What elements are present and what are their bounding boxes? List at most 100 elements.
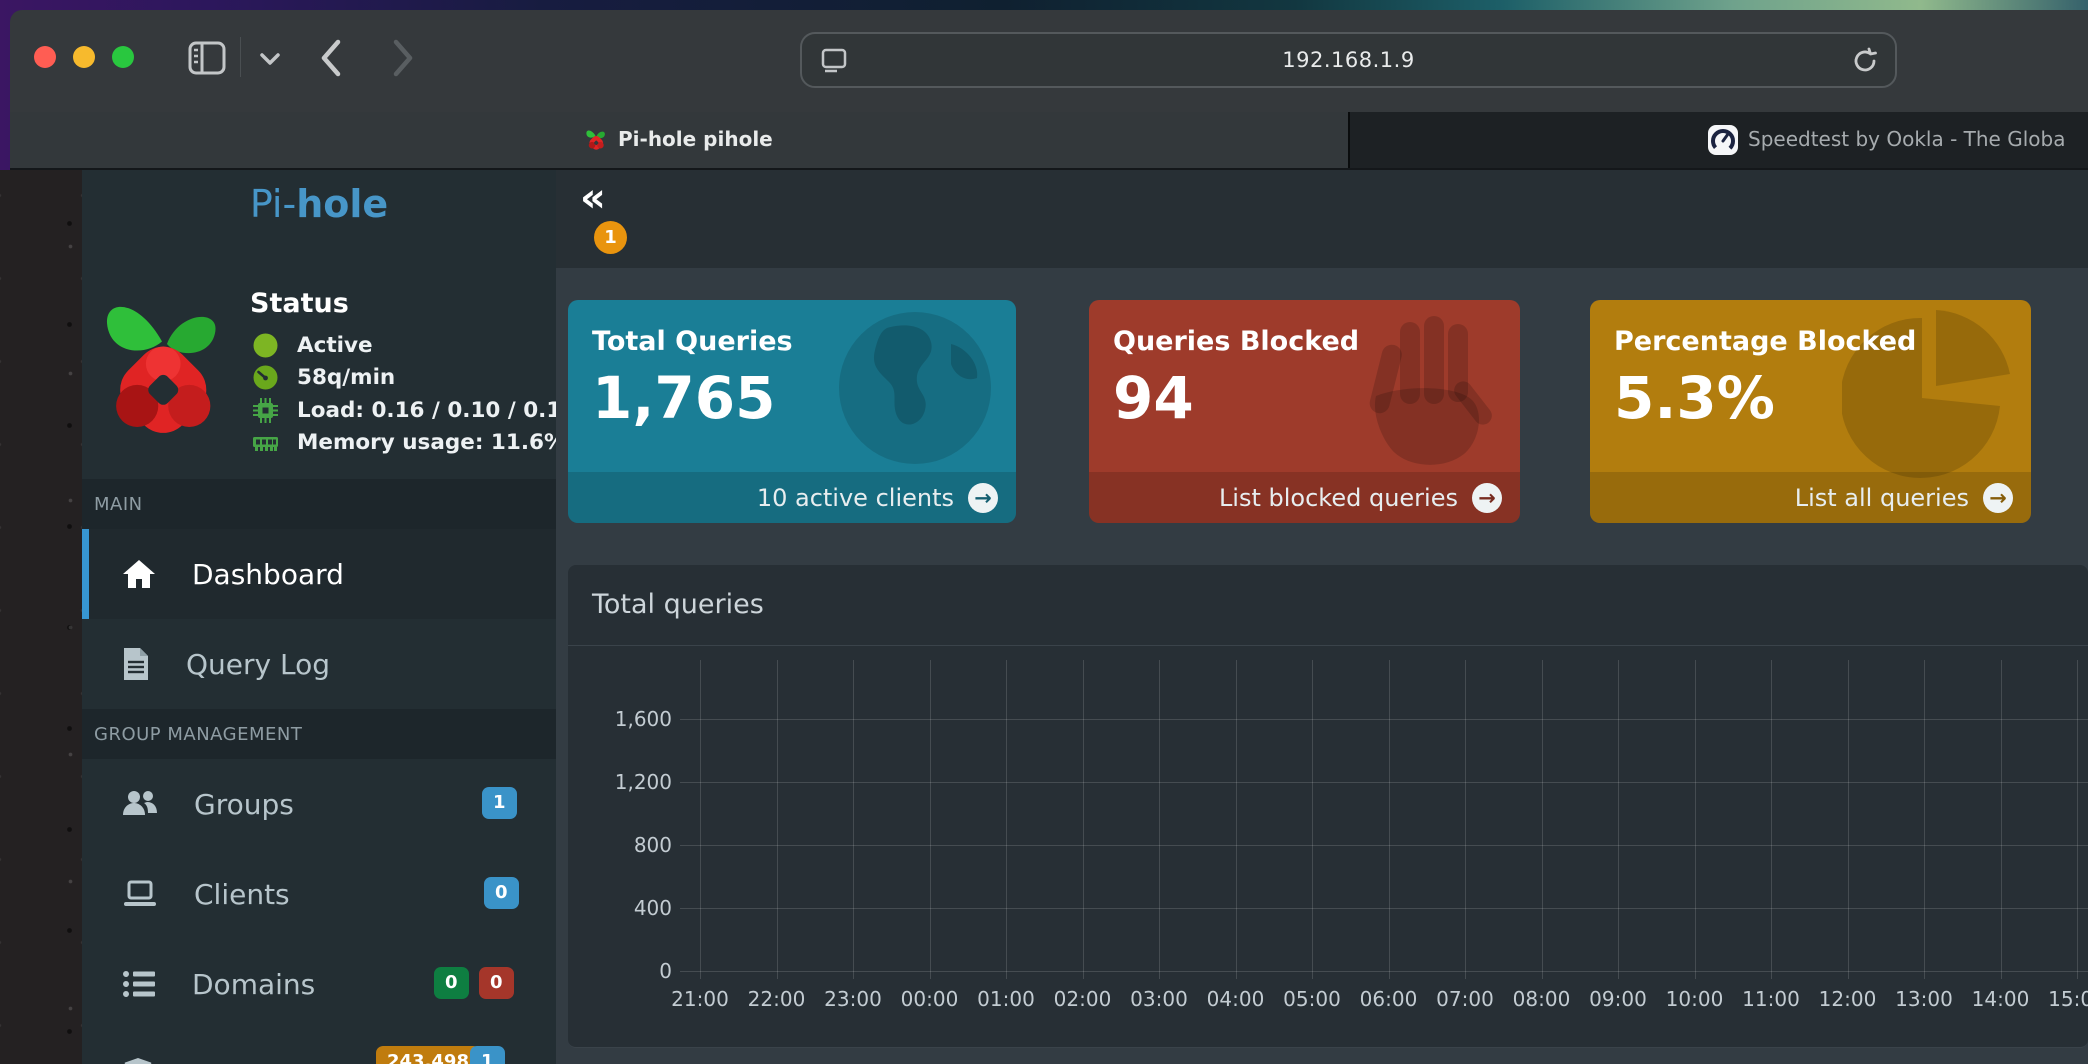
total-queries-card: Total Queries 1,765 10 active clients → xyxy=(568,300,1016,523)
forward-button[interactable] xyxy=(388,36,418,80)
home-icon xyxy=(123,560,155,588)
grid-line-vertical xyxy=(1388,660,1390,979)
x-axis-tick-label: 02:00 xyxy=(1053,987,1112,1011)
x-axis-tick-label: 07:00 xyxy=(1436,987,1494,1011)
arrow-circle-icon: → xyxy=(1472,482,1502,513)
sidebar-item-groups[interactable]: Groups xyxy=(82,759,556,849)
grid-line-vertical xyxy=(1541,660,1543,979)
grid-line-vertical xyxy=(1694,660,1696,979)
tab-speedtest[interactable]: Speedtest by Ookla - The Globa xyxy=(1348,112,2088,168)
grid-line-horizontal xyxy=(680,908,2088,909)
chart-plot[interactable]: 0 400 800 1,200 1,600 21:00 22:00 23:00 00:00 01:… xyxy=(568,565,2088,1047)
speedtest-gauge-icon xyxy=(1708,125,1738,155)
active-clients-link[interactable]: 10 active clients → xyxy=(568,472,1016,523)
sidebar-section-group-management: GROUP MANAGEMENT xyxy=(82,709,556,759)
x-axis-tick-label: 11:00 xyxy=(1742,987,1800,1011)
tab-title[interactable]: Pi-hole pihole xyxy=(618,127,773,151)
grid-line-vertical xyxy=(1159,660,1160,979)
y-axis-tick-label: 800 xyxy=(633,833,672,857)
y-axis-tick-label: 1,200 xyxy=(614,770,672,794)
tab-title[interactable]: Speedtest by Ookla - The Globa xyxy=(1748,127,2066,151)
grid-line-horizontal xyxy=(680,782,2088,783)
close-window-button[interactable] xyxy=(34,46,56,68)
grid-line-vertical xyxy=(1082,660,1084,979)
grid-line-horizontal xyxy=(680,845,2088,846)
cpu-icon xyxy=(253,397,278,423)
logo-suffix: hole xyxy=(296,182,389,226)
status-label: Memory usage: 11.6% xyxy=(297,429,566,455)
sidebar-item-domains[interactable]: Domains xyxy=(82,939,556,1029)
domains-allow-badge: 0 xyxy=(434,967,469,999)
fullscreen-window-button[interactable] xyxy=(112,46,134,68)
list-all-queries-link[interactable]: List all queries → xyxy=(1590,472,2031,523)
clients-count-badge: 0 xyxy=(484,877,519,909)
status-row-load: Load: 0.16 / 0.10 / 0.11 xyxy=(252,395,576,425)
grid-line-vertical xyxy=(1618,660,1619,979)
groups-count-badge: 1 xyxy=(482,787,517,819)
tab-bar: Speedtest by Ookla - The Globa Pi-hole p… xyxy=(10,112,2088,168)
grid-line-horizontal xyxy=(680,971,2088,972)
tab-bar-border xyxy=(10,168,2088,170)
reload-icon[interactable] xyxy=(1851,47,1879,75)
x-axis-tick-label: 04:00 xyxy=(1206,987,1265,1011)
file-icon xyxy=(124,648,148,680)
grid-line-vertical xyxy=(1235,660,1237,979)
grid-line-vertical xyxy=(853,660,854,979)
status-label: Load: 0.16 / 0.10 / 0.11 xyxy=(297,397,577,423)
x-axis-tick-label: 23:00 xyxy=(824,987,882,1011)
notification-badge[interactable]: 1 xyxy=(594,221,627,254)
sidebar-toggle-icon[interactable] xyxy=(186,39,228,77)
grid-line-vertical xyxy=(1006,660,1007,979)
status-label: 58q/min xyxy=(297,364,396,390)
x-axis-tick-label: 22:00 xyxy=(747,987,806,1011)
section-label: GROUP MANAGEMENT xyxy=(94,723,303,745)
x-axis-tick-label: 21:00 xyxy=(671,987,729,1011)
minimize-window-button[interactable] xyxy=(73,46,95,68)
sidebar-item-query-log[interactable]: Query Log xyxy=(82,619,556,709)
y-axis-tick-label: 400 xyxy=(633,896,672,920)
status-label: Active xyxy=(297,332,373,358)
lists-count-badge: 1 xyxy=(470,1046,505,1064)
sidebar-item-dashboard[interactable]: Dashboard xyxy=(82,529,556,619)
sidebar-collapse-button[interactable]: « xyxy=(580,175,606,221)
card-title: Queries Blocked xyxy=(1113,326,1360,357)
sidebar-section-main: MAIN xyxy=(82,479,556,529)
chevron-down-icon[interactable] xyxy=(258,51,282,67)
pihole-logo: Pi-hole xyxy=(82,182,556,226)
grid-line-vertical xyxy=(2000,660,2002,979)
address-bar[interactable]: 192.168.1.9 xyxy=(800,32,1897,88)
x-axis-tick-label: 03:00 xyxy=(1130,987,1188,1011)
users-icon xyxy=(123,791,157,815)
card-title: Percentage Blocked xyxy=(1614,326,1917,357)
status-row-active: Active xyxy=(252,330,373,360)
x-axis-tick-label: 10:00 xyxy=(1665,987,1724,1011)
pihole-raspberry-icon xyxy=(586,130,605,150)
logo-prefix: Pi- xyxy=(249,182,297,226)
card-value: 94 xyxy=(1113,364,1194,432)
sidebar-item-lists[interactable] xyxy=(82,1029,556,1064)
percentage-blocked-card: Percentage Blocked 5.3% List all queries… xyxy=(1590,300,2031,523)
back-button[interactable] xyxy=(316,36,346,80)
page-settings-icon[interactable] xyxy=(820,47,848,75)
toolbar-divider xyxy=(240,37,241,77)
card-title: Total Queries xyxy=(592,326,793,357)
panel-divider xyxy=(568,645,2088,646)
x-axis-tick-label: 06:00 xyxy=(1359,987,1418,1011)
x-axis-tick-label: 14:00 xyxy=(1971,987,2030,1011)
y-axis-tick-label: 1,600 xyxy=(614,707,672,731)
grid-line-vertical xyxy=(776,660,778,979)
x-axis-tick-label: 05:00 xyxy=(1283,987,1341,1011)
x-axis-tick-label: 09:00 xyxy=(1589,987,1647,1011)
card-value: 1,765 xyxy=(592,364,776,432)
sidebar-item-clients[interactable]: Clients xyxy=(82,849,556,939)
grid-line-vertical xyxy=(1847,660,1849,979)
list-blocked-queries-link[interactable]: List blocked queries → xyxy=(1089,472,1520,523)
grid-line-vertical xyxy=(1312,660,1313,979)
x-axis-tick-label: 01:00 xyxy=(977,987,1035,1011)
pie-chart-icon xyxy=(1842,310,2010,478)
url-text[interactable]: 192.168.1.9 xyxy=(1282,48,1415,72)
queries-blocked-card: Queries Blocked 94 List blocked queries … xyxy=(1089,300,1520,523)
card-value: 5.3% xyxy=(1614,364,1775,432)
lists-domains-badge: 243,498 xyxy=(376,1046,480,1064)
raspberry-logo-icon xyxy=(106,306,216,433)
